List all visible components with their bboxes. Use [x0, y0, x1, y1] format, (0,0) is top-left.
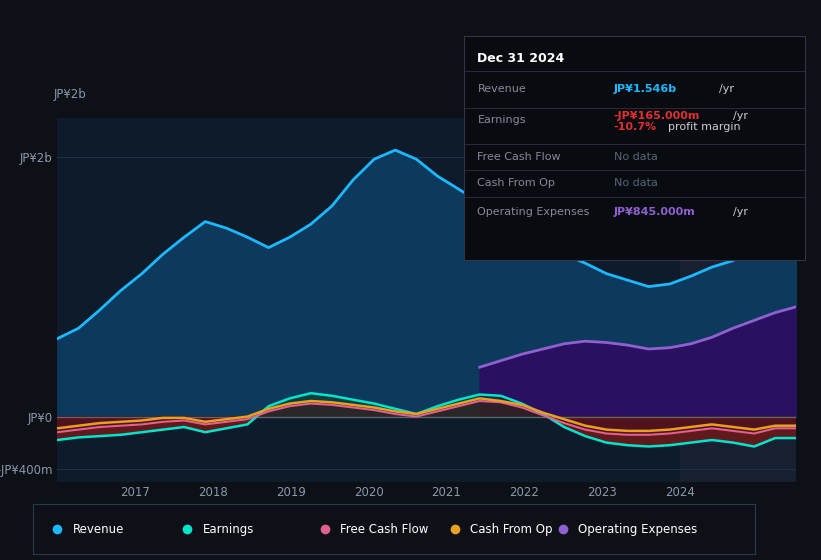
Text: Cash From Op: Cash From Op — [470, 522, 553, 536]
Text: Operating Expenses: Operating Expenses — [478, 207, 589, 217]
Text: Revenue: Revenue — [72, 522, 124, 536]
Text: Earnings: Earnings — [478, 115, 526, 125]
Text: No data: No data — [614, 152, 658, 162]
Text: Free Cash Flow: Free Cash Flow — [478, 152, 561, 162]
Text: No data: No data — [614, 178, 658, 188]
Text: Earnings: Earnings — [203, 522, 254, 536]
Text: Cash From Op: Cash From Op — [478, 178, 555, 188]
Text: Free Cash Flow: Free Cash Flow — [340, 522, 429, 536]
Text: /yr: /yr — [719, 84, 735, 94]
Bar — [680, 118, 796, 482]
Text: profit margin: profit margin — [668, 122, 741, 132]
Text: -JP¥165.000m: -JP¥165.000m — [614, 111, 700, 121]
Text: /yr: /yr — [733, 111, 748, 121]
Text: JP¥845.000m: JP¥845.000m — [614, 207, 695, 217]
Text: Operating Expenses: Operating Expenses — [578, 522, 698, 536]
Text: JP¥1.546b: JP¥1.546b — [614, 84, 677, 94]
Text: /yr: /yr — [733, 207, 748, 217]
Text: Revenue: Revenue — [478, 84, 526, 94]
Text: -10.7%: -10.7% — [614, 122, 657, 132]
Text: JP¥2b: JP¥2b — [54, 88, 86, 101]
Text: Dec 31 2024: Dec 31 2024 — [478, 52, 565, 65]
